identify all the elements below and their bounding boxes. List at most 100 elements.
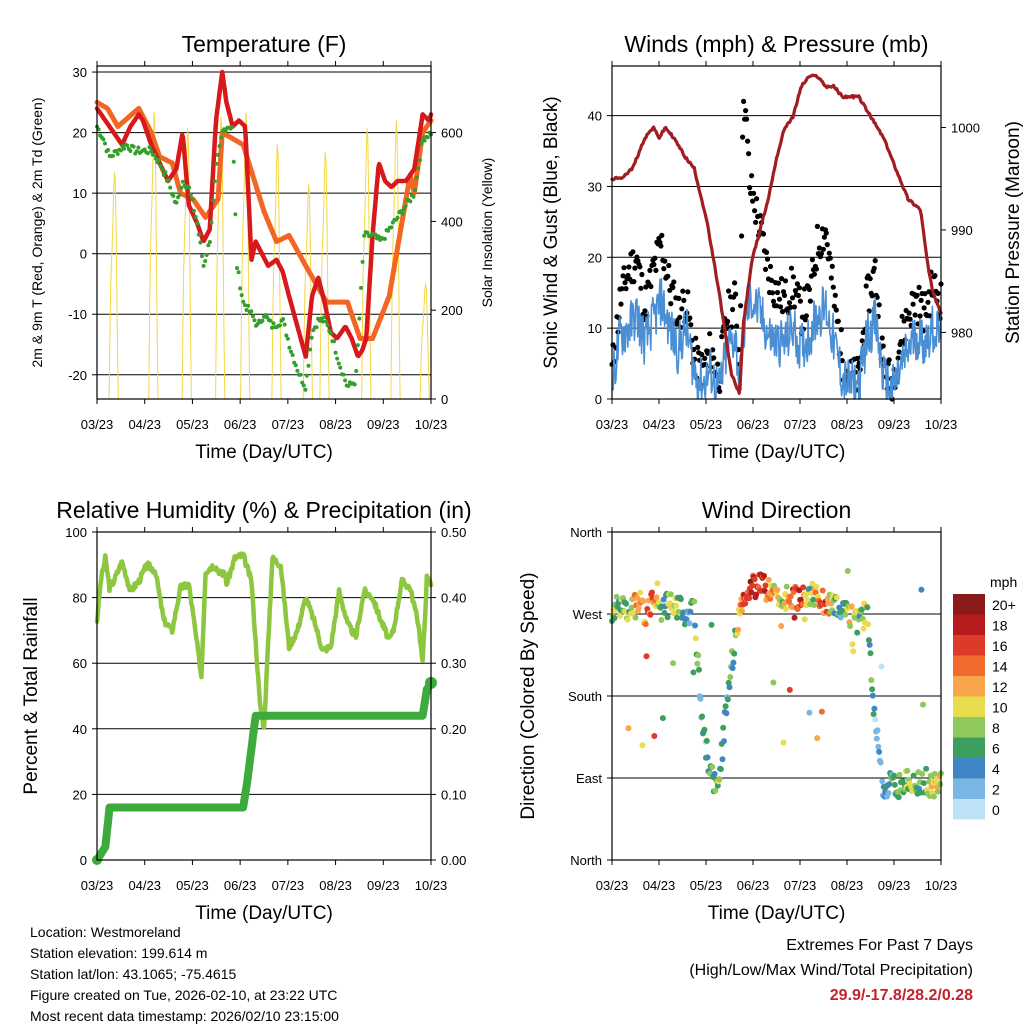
gust-point xyxy=(916,284,922,290)
dewpoint-point xyxy=(285,336,290,341)
gust-point xyxy=(803,313,810,319)
gust-point xyxy=(665,273,671,279)
gust-point xyxy=(674,321,680,327)
dewpoint-point xyxy=(306,363,311,368)
gust-point xyxy=(886,357,892,363)
wind-direction-point xyxy=(709,763,716,770)
wind-direction-point xyxy=(765,576,772,583)
wind-direction-point xyxy=(762,582,769,589)
wind-direction-point xyxy=(847,623,854,629)
dewpoint-point xyxy=(284,333,289,338)
gust-point xyxy=(790,274,797,280)
gust-point xyxy=(631,279,637,285)
y-tick-label: 10 xyxy=(73,186,87,201)
gust-point xyxy=(899,313,905,319)
gust-point xyxy=(778,276,785,282)
y-tick-label: 30 xyxy=(73,65,87,80)
gust-point xyxy=(680,288,686,294)
dewpoint-point xyxy=(246,303,251,308)
dewpoint-point xyxy=(103,141,107,146)
extremes-block: Extremes For Past 7 Days (High/Low/Max W… xyxy=(689,933,973,1008)
y-tick-label: 40 xyxy=(588,109,602,124)
wind-direction-point xyxy=(931,770,938,777)
dewpoint-point xyxy=(241,299,246,304)
dewpoint-point xyxy=(233,212,238,217)
wind-direction-point xyxy=(704,754,711,761)
gust-point xyxy=(880,343,886,349)
y-right-tick-label: 0.10 xyxy=(441,787,466,802)
wind-direction-point xyxy=(731,650,738,657)
gust-point xyxy=(639,271,645,278)
y-tick-label: 60 xyxy=(73,656,87,671)
gust-point xyxy=(740,134,746,140)
gust-point xyxy=(792,288,799,294)
gust-point xyxy=(796,285,803,291)
gust-point xyxy=(763,249,770,255)
wind-direction-point xyxy=(879,778,886,785)
wind-direction-point xyxy=(813,583,820,590)
gust-point xyxy=(791,304,798,310)
gust-point xyxy=(807,298,814,304)
latlon-text: Station lat/lon: 43.1065; -75.4615 xyxy=(30,966,237,982)
y-tick-label: North xyxy=(570,525,602,540)
dewpoint-point xyxy=(101,137,106,142)
gust-point xyxy=(770,298,777,304)
dewpoint-point xyxy=(207,240,212,244)
dewpoint-point xyxy=(290,353,295,357)
dewpoint-point xyxy=(293,363,298,368)
dewpoint-point xyxy=(152,152,157,157)
extremes-values: 29.9/-17.8/28.2/0.28 xyxy=(829,987,973,1004)
dewpoint-point xyxy=(188,192,193,197)
dewpoint-point xyxy=(214,161,219,166)
wind-direction-point xyxy=(634,594,641,601)
gust-point xyxy=(715,361,721,367)
x-axis-label: Time (Day/UTC) xyxy=(708,442,846,463)
wind-direction-point xyxy=(810,596,817,603)
wind-direction-point xyxy=(751,576,758,583)
x-tick-label: 09/23 xyxy=(878,878,911,893)
wind-direction-point xyxy=(670,610,677,617)
y-tick-label: 10 xyxy=(588,321,602,336)
dewpoint-point xyxy=(134,149,139,154)
wind-direction-point xyxy=(673,602,680,609)
gust-point xyxy=(768,277,775,283)
legend-label: 10 xyxy=(992,700,1008,716)
dewpoint-point xyxy=(230,125,235,130)
dewpoint-point xyxy=(333,350,338,355)
gust-point xyxy=(762,266,769,272)
dewpoint-point xyxy=(281,317,286,321)
y-tick-label: 100 xyxy=(65,525,87,540)
wind-direction-panel: Wind Direction Time (Day/UTC) 03/23 04/23 05… xyxy=(518,497,957,924)
wind-direction-point xyxy=(674,614,680,621)
y-tick-label: 20 xyxy=(73,787,87,802)
gust-point xyxy=(687,315,693,321)
wind-direction-point xyxy=(753,591,760,598)
gust-point xyxy=(781,292,788,298)
9m-temperature-line xyxy=(94,99,434,341)
gust-point xyxy=(832,292,838,298)
gust-point xyxy=(910,301,916,307)
wind-direction-point xyxy=(624,616,631,623)
wind-direction-point xyxy=(748,589,755,596)
dewpoint-point xyxy=(301,383,306,388)
dewpoint-point xyxy=(411,194,416,199)
gust-point xyxy=(795,292,802,299)
wind-direction-point xyxy=(819,587,826,594)
wind-direction-point xyxy=(667,591,674,598)
wind-direction-point xyxy=(791,614,798,621)
dewpoint-point xyxy=(203,259,208,263)
dewpoint-point xyxy=(373,232,378,237)
gust-point xyxy=(922,291,928,297)
y-tick-label: West xyxy=(573,607,603,622)
gust-point xyxy=(661,266,667,272)
dewpoint-point xyxy=(352,382,357,387)
wind-direction-point xyxy=(675,608,682,615)
elevation-text: Station elevation: 199.614 m xyxy=(30,945,208,961)
dewpoint-point xyxy=(338,365,343,370)
dewpoint-point xyxy=(354,369,359,373)
dewpoint-point xyxy=(179,186,184,190)
wind-direction-point xyxy=(630,610,637,617)
wind-direction-point xyxy=(786,598,792,605)
gust-point xyxy=(753,219,759,225)
winds-pressure-panel: Winds (mph) & Pressure (mb) Time (Day/UTC… xyxy=(541,31,1024,463)
